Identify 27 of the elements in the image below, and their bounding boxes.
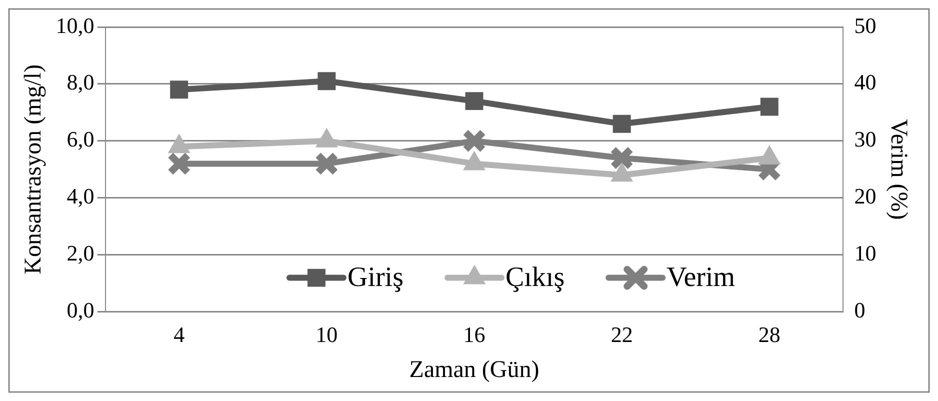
y2-tick-label: 20 [854, 184, 876, 209]
x-tick-label: 4 [174, 322, 185, 347]
point [314, 152, 339, 176]
y2-tick-label: 30 [854, 126, 876, 152]
y-tick-label: 10,0 [56, 12, 94, 38]
y-tick-label: 0,0 [66, 298, 94, 323]
legend-label: Giriş [347, 262, 404, 294]
y-tick-label: 4,0 [66, 184, 94, 209]
y-tick-label: 8,0 [66, 70, 94, 95]
y2-tick-label: 50 [854, 12, 876, 38]
y2-tick-label: 40 [854, 70, 876, 95]
y2-axis-title: Verim (%) [885, 119, 912, 220]
y-axis-title: Konsantrasyon (mg/l) [20, 64, 47, 274]
y-tick-label: 2,0 [66, 240, 94, 266]
x-axis-title: Zaman (Gün) [409, 356, 540, 383]
point [462, 128, 486, 153]
legend-label: Verim [666, 262, 736, 294]
point [167, 152, 192, 176]
legend-label: Çıkış [505, 262, 565, 294]
x-tick-label: 28 [758, 322, 780, 347]
x-tick-label: 16 [463, 322, 486, 347]
point [610, 146, 634, 170]
x-tick-label: 10 [316, 322, 338, 347]
y-tick-label: 6,0 [66, 126, 94, 152]
y2-tick-label: 10 [854, 240, 876, 266]
y2-tick-label: 0 [854, 298, 866, 323]
x-tick-label: 22 [610, 322, 633, 347]
